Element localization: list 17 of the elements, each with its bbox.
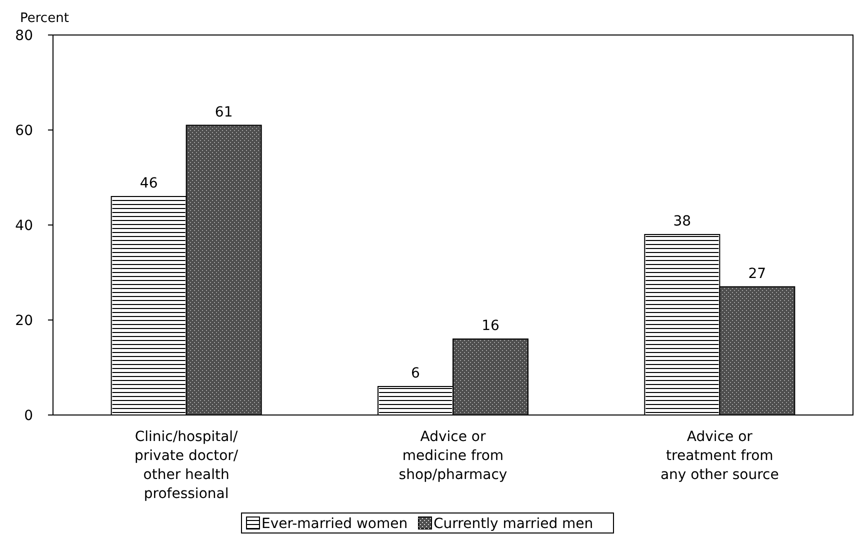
data-label: 27 bbox=[748, 266, 766, 282]
y-tick-label: 80 bbox=[15, 28, 33, 44]
y-tick-label: 0 bbox=[24, 408, 33, 424]
legend-label: Currently married men bbox=[434, 516, 594, 532]
y-tick-label: 20 bbox=[15, 312, 33, 329]
x-tick-label: Clinic/hospital/ private doctor/ other health professional bbox=[134, 429, 238, 502]
x-tick-label: Advice or treatment from any other source bbox=[660, 429, 779, 483]
legend-label: Ever-married women bbox=[262, 516, 408, 532]
y-tick-label: 40 bbox=[15, 218, 33, 234]
y-tick-label: 60 bbox=[15, 122, 33, 139]
x-tick-label: Advice or medicine from shop/pharmacy bbox=[398, 429, 508, 483]
data-label: 6 bbox=[411, 366, 420, 382]
data-label: 61 bbox=[214, 104, 233, 120]
data-label: 38 bbox=[673, 214, 692, 230]
data-label: 16 bbox=[482, 318, 500, 334]
data-label: 46 bbox=[140, 176, 158, 192]
y-axis-title: Percent bbox=[20, 11, 69, 26]
